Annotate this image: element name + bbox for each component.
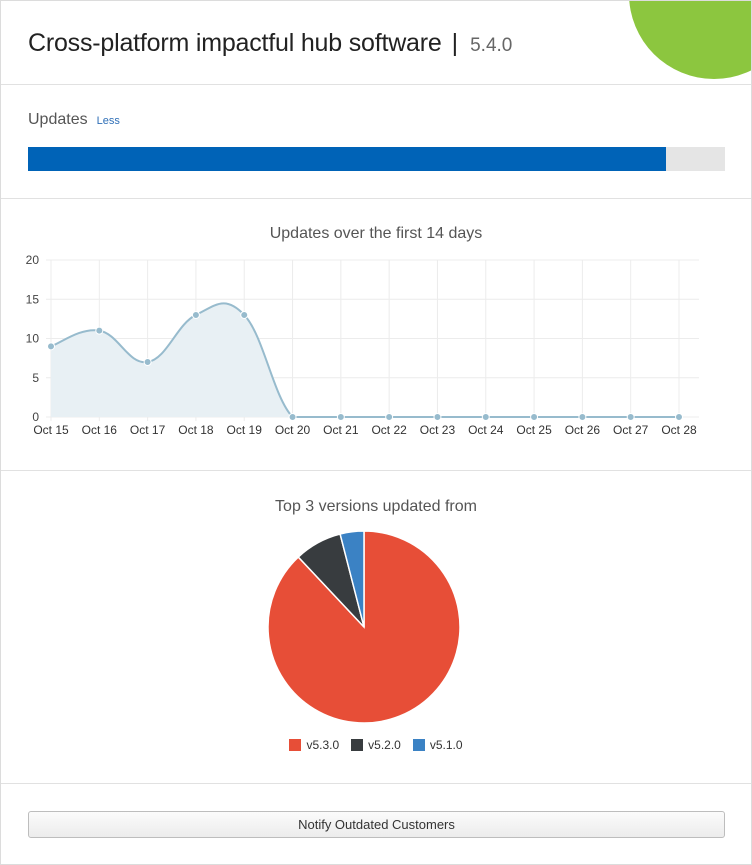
x-tick-label: Oct 18 [178,423,214,437]
x-tick-label: Oct 26 [565,423,601,437]
pie-chart-section: Top 3 versions updated from v5.3.0 v5.2.0… [1,471,751,784]
legend-item-v5.1.0: v5.1.0 [412,738,463,752]
title-row: Cross-platform impactful hub software | … [28,29,512,58]
x-tick-label: Oct 20 [275,423,311,437]
updates-label: Updates [28,111,88,128]
line-chart-title: Updates over the first 14 days [269,225,483,242]
y-tick-label: 10 [26,332,40,346]
pie-slice-v5.3.0[interactable] [267,530,461,724]
x-tick-label: Oct 19 [227,423,263,437]
y-tick-label: 0 [32,410,39,424]
y-tick-label: 20 [26,253,40,267]
pie-slice-v5.1.0[interactable] [339,530,365,628]
series-line [50,302,679,418]
version-label: 5.4.0 [470,35,513,56]
footer: Notify Outdated Customers [1,784,751,864]
legend-swatch [412,739,425,751]
pie-chart [267,530,461,724]
x-tick-label: Oct 21 [323,423,359,437]
x-tick-label: Oct 28 [661,423,697,437]
legend-swatch [289,739,302,751]
line-chart: 0 5 10 15 20 Oct 15 Oct 16 Oct 17 Oct 18 Oct 19 Oc… [26,253,699,437]
data-point[interactable] [336,413,345,421]
data-point[interactable] [626,413,635,421]
data-point[interactable] [433,413,442,421]
data-point[interactable] [288,413,297,421]
x-tick-label: Oct 23 [420,423,456,437]
x-tick-label: Oct 15 [33,423,69,437]
x-tick-label: Oct 25 [516,423,552,437]
area-fill [51,303,679,417]
legend-label: v5.2.0 [368,738,401,752]
legend-item-v5.2.0: v5.2.0 [351,738,401,752]
data-point[interactable] [578,413,587,421]
pie-legend: v5.3.0 v5.2.0 v5.1.0 [1,738,751,752]
legend-item-v5.3.0: v5.3.0 [289,738,339,752]
data-point[interactable] [481,413,490,421]
pie-chart-title: Top 3 versions updated from [275,498,477,515]
x-tick-label: Oct 27 [613,423,649,437]
header: Cross-platform impactful hub software | … [1,1,751,85]
data-point[interactable] [385,413,394,421]
x-tick-label: Oct 17 [130,423,166,437]
data-point[interactable] [143,358,152,367]
legend-swatch [351,739,364,751]
updates-section: Updates Less [1,85,751,199]
data-point[interactable] [240,310,249,319]
updates-progress-fill [28,147,666,171]
y-tick-label: 15 [26,292,40,306]
data-point[interactable] [95,326,104,335]
data-point[interactable] [191,310,200,319]
line-chart-section: Updates over the first 14 days 0 5 10 15 20 O… [1,199,751,471]
x-tick-label: Oct 24 [468,423,504,437]
title-separator: | [451,29,459,57]
corner-accent [629,1,751,79]
x-tick-label: Oct 22 [371,423,407,437]
page-title: Cross-platform impactful hub software [28,29,442,57]
updates-progress-bar [28,147,725,171]
x-tick-label: Oct 16 [82,423,118,437]
legend-label: v5.3.0 [306,738,340,752]
data-point[interactable] [47,342,55,351]
y-tick-label: 5 [32,371,39,385]
data-point[interactable] [675,413,683,421]
data-point[interactable] [530,413,539,421]
legend-label: v5.1.0 [429,738,463,752]
less-toggle-link[interactable]: Less [96,115,120,127]
notify-outdated-customers-button[interactable]: Notify Outdated Customers [28,811,725,838]
